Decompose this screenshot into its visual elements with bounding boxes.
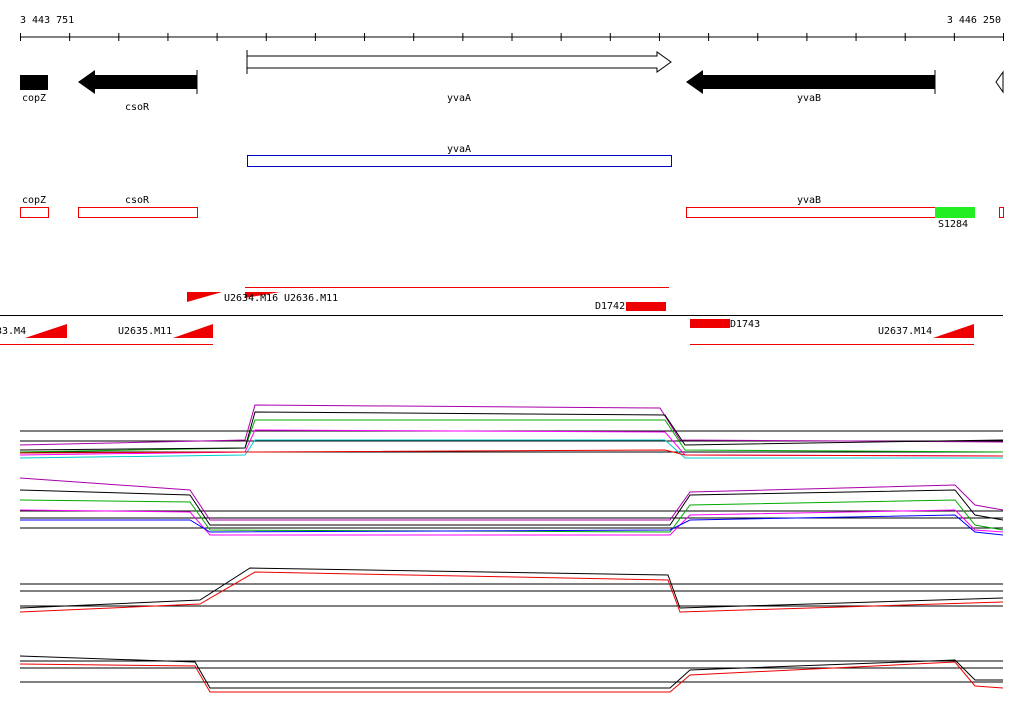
transcript-label: csoR [125, 195, 150, 206]
ruler-end: 3 446 250 [947, 15, 1001, 26]
gene-label: yvaA [447, 93, 471, 104]
feature-label: 33.M4 [0, 326, 26, 337]
gene-arrow [686, 70, 935, 94]
feature-label: U2637.M14 [878, 326, 932, 337]
feature-label: D1743 [730, 319, 760, 330]
site-label: S1284 [938, 219, 968, 230]
transcript [78, 207, 198, 218]
gene-label: copZ [22, 93, 46, 104]
operon [247, 155, 672, 167]
transcript [686, 207, 936, 218]
transcript-label: yvaB [797, 195, 821, 206]
operon-label: yvaA [447, 144, 471, 155]
feature-label: D1742 [595, 301, 625, 312]
site [935, 207, 975, 218]
ruler-ticks [20, 33, 1004, 41]
feature-label: U2635.M11 [118, 326, 172, 337]
feature-label: U2634.M16 [224, 293, 278, 304]
gene-label: yvaB [797, 93, 821, 104]
ruler-start: 3 443 751 [20, 15, 74, 26]
gene-arrow [246, 51, 672, 73]
transcript-label: copZ [22, 195, 46, 206]
gene-label: csoR [125, 102, 150, 113]
expression-panels [19, 404, 1004, 693]
gene-arrow [78, 70, 197, 94]
gene-arrow [20, 75, 48, 90]
feature-label: U2636.M11 [284, 293, 338, 304]
transcript [20, 207, 49, 218]
